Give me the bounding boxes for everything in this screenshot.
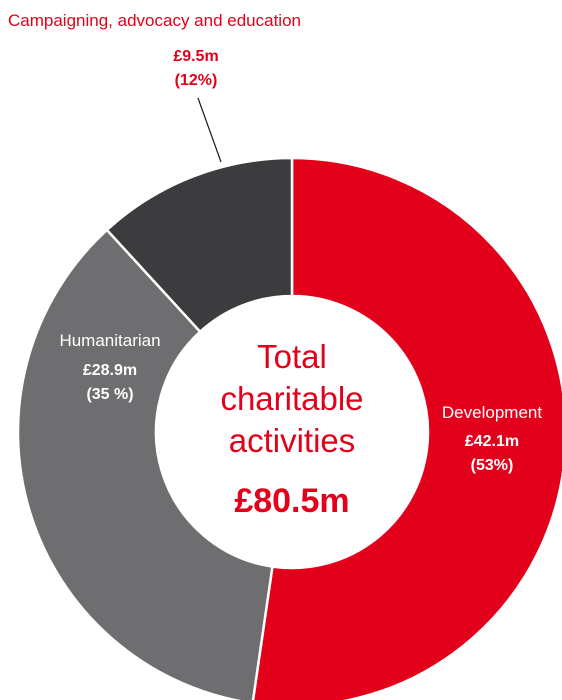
slice-label-campaigning: Campaigning, advocacy and education	[8, 11, 301, 30]
center-line-2: charitable	[220, 380, 363, 417]
slice-label-humanitarian: Humanitarian	[59, 331, 160, 350]
slice-label-development: Development	[442, 403, 542, 422]
slice-value-humanitarian: £28.9m	[83, 362, 137, 379]
slice-value-development: £42.1m	[465, 433, 519, 450]
center-line-1: Total	[257, 338, 327, 375]
donut-slices	[16, 156, 562, 700]
center-total: £80.5m	[234, 482, 349, 520]
campaigning-leader-line	[197, 97, 222, 163]
center-line-3: activities	[229, 422, 356, 459]
donut-slice-campaigning	[105, 156, 294, 334]
slice-pct-development: (53%)	[471, 457, 514, 474]
slice-pct-humanitarian: (35 %)	[86, 386, 133, 403]
donut-slice-development	[251, 156, 562, 700]
slice-pct-campaigning: (12%)	[175, 72, 218, 89]
donut-slice-humanitarian	[16, 228, 274, 700]
slice-value-campaigning: £9.5m	[173, 48, 218, 65]
